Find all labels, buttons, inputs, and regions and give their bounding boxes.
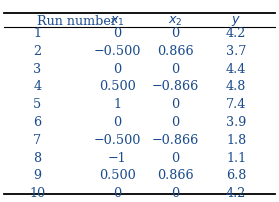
Text: 4: 4: [33, 80, 41, 93]
Text: 9: 9: [33, 168, 41, 181]
Text: $x_2$: $x_2$: [168, 14, 183, 27]
Text: 6: 6: [33, 115, 41, 128]
Text: 0: 0: [113, 27, 121, 40]
Text: 6.8: 6.8: [226, 168, 246, 181]
Text: 0: 0: [113, 62, 121, 75]
Text: 0.866: 0.866: [157, 45, 194, 58]
Text: 10: 10: [29, 186, 45, 199]
Text: Run number: Run number: [37, 15, 117, 27]
Text: 0: 0: [171, 186, 179, 199]
Text: 5: 5: [33, 98, 41, 111]
Text: 3.7: 3.7: [226, 45, 246, 58]
Text: 1.8: 1.8: [226, 133, 246, 146]
Text: 0: 0: [171, 98, 179, 111]
Text: 0: 0: [171, 62, 179, 75]
Text: 0: 0: [171, 151, 179, 164]
Text: 7: 7: [33, 133, 41, 146]
Text: 4.2: 4.2: [226, 27, 246, 40]
Text: $y$: $y$: [231, 14, 241, 28]
Text: 0.500: 0.500: [99, 168, 136, 181]
Text: 0: 0: [171, 27, 179, 40]
Text: 3: 3: [33, 62, 41, 75]
Text: 0.866: 0.866: [157, 168, 194, 181]
Text: −0.500: −0.500: [94, 133, 141, 146]
Text: 1.1: 1.1: [226, 151, 246, 164]
Text: 0.500: 0.500: [99, 80, 136, 93]
Text: 2: 2: [33, 45, 41, 58]
Text: −1: −1: [108, 151, 127, 164]
Text: 4.8: 4.8: [226, 80, 246, 93]
Text: 1: 1: [33, 27, 41, 40]
Text: 0: 0: [113, 115, 121, 128]
Text: 4.4: 4.4: [226, 62, 246, 75]
Text: 7.4: 7.4: [226, 98, 246, 111]
Text: $x_1$: $x_1$: [110, 14, 125, 27]
Text: −0.866: −0.866: [152, 80, 199, 93]
Text: 8: 8: [33, 151, 41, 164]
Text: 1: 1: [113, 98, 121, 111]
Text: 0: 0: [113, 186, 121, 199]
Text: 4.2: 4.2: [226, 186, 246, 199]
Text: 3.9: 3.9: [226, 115, 246, 128]
Text: −0.866: −0.866: [152, 133, 199, 146]
Text: −0.500: −0.500: [94, 45, 141, 58]
Text: 0: 0: [171, 115, 179, 128]
